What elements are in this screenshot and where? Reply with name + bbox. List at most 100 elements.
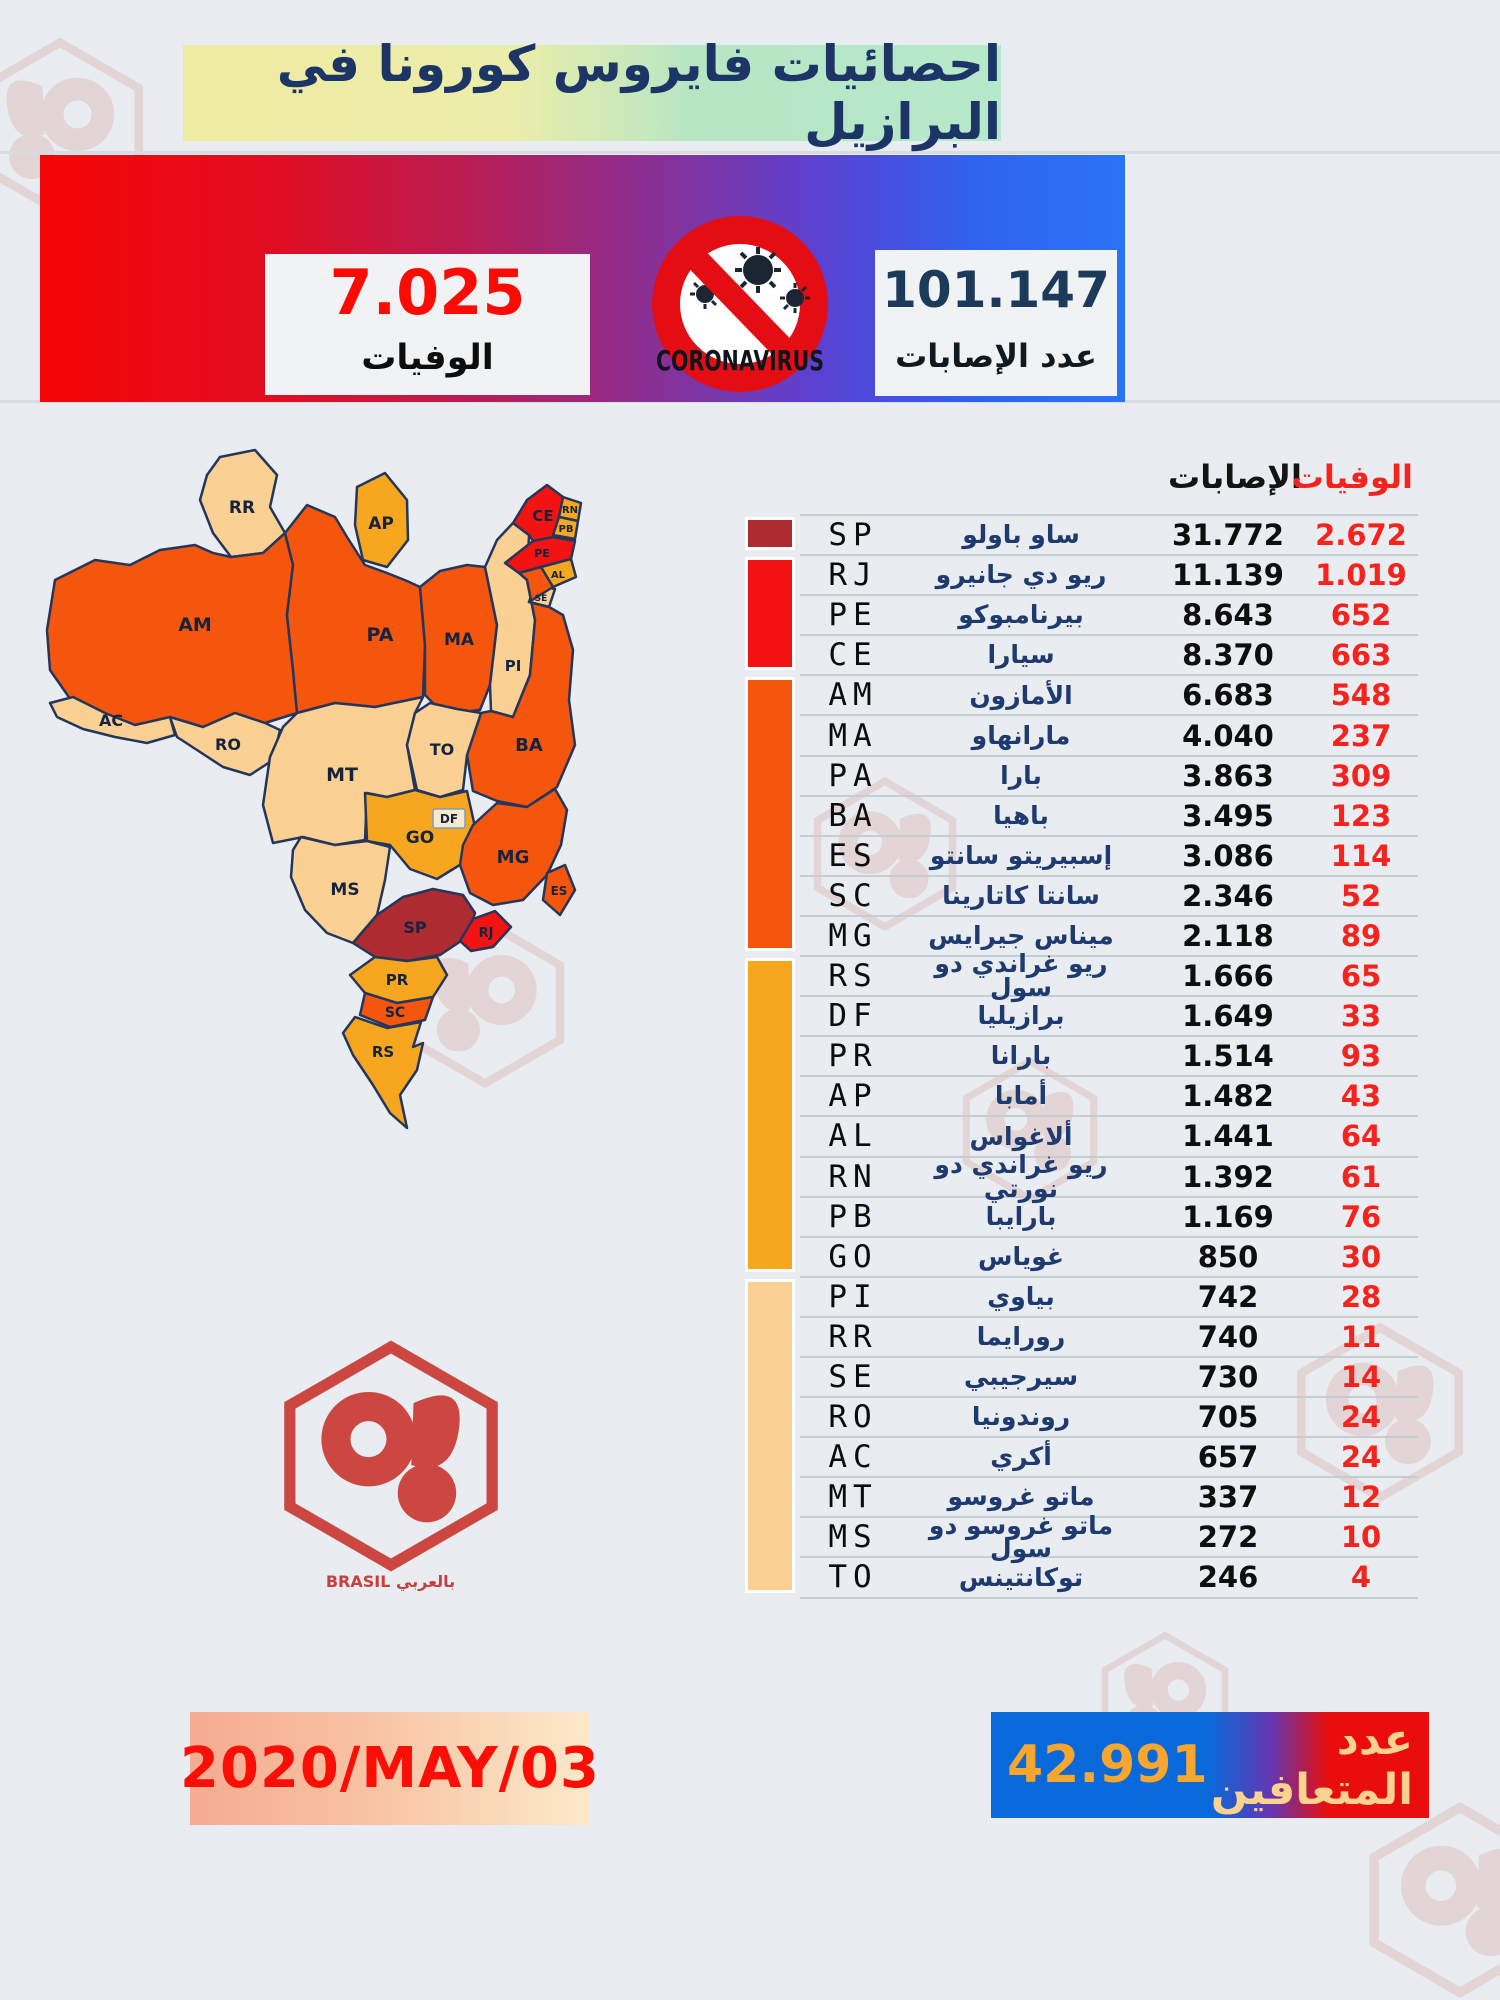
- infections-value: 657: [1197, 1440, 1259, 1475]
- state-code: SP: [828, 517, 878, 554]
- deaths-value: 76: [1340, 1199, 1382, 1234]
- map-state-MA: [418, 563, 499, 715]
- table-row: ES إسبيريتو سانتو 3.086 114: [800, 834, 1418, 875]
- table-row: AP أمابا 1.482 43: [800, 1075, 1418, 1115]
- state-name: أكري: [990, 1442, 1052, 1472]
- deaths-value: 12: [1340, 1480, 1382, 1515]
- map-label-AM: AM: [178, 614, 212, 636]
- watermark-logo: [1345, 1800, 1500, 2000]
- deaths-value: 123: [1330, 798, 1392, 833]
- deaths-value: 4: [1350, 1560, 1372, 1595]
- map-state-RS: [341, 1015, 425, 1130]
- table-row: RS ريو غراندي دو سول 1.666 65: [800, 951, 1418, 1000]
- date-text: 2020/MAY/03: [180, 1736, 600, 1801]
- state-name: مارانهاو: [971, 720, 1071, 750]
- table-row: PI بياوي 742 28: [800, 1275, 1418, 1316]
- deaths-value: 30: [1340, 1239, 1382, 1274]
- map-label-CE: CE: [532, 507, 553, 525]
- state-name: ريو غراندي دو نورتي: [934, 1149, 1108, 1203]
- deaths-value: 64: [1340, 1119, 1382, 1154]
- deaths-label: الوفيات: [361, 338, 494, 378]
- state-code: TO: [828, 1559, 878, 1596]
- infections-value: 101.147: [882, 261, 1110, 319]
- state-name: ساو باولو: [962, 520, 1080, 550]
- state-name: ماتو غروسو: [947, 1482, 1095, 1512]
- state-code: AL: [828, 1118, 878, 1155]
- deaths-value: 237: [1330, 718, 1392, 753]
- infections-value: 740: [1197, 1319, 1259, 1354]
- deaths-value: 33: [1340, 999, 1382, 1034]
- map-state-BA: [465, 565, 577, 809]
- state-name: باهيا: [993, 800, 1049, 830]
- state-code: MG: [828, 917, 878, 954]
- map-state-PB: [551, 515, 580, 541]
- table-header-deaths: الوفيات: [1291, 458, 1413, 496]
- table-row: MG ميناس جيرايس 2.118 89: [800, 914, 1418, 955]
- deaths-value: 2.672: [1315, 518, 1407, 553]
- table-row: RN ريو غراندي دو نورتي 1.392 61: [800, 1152, 1418, 1200]
- state-name: سيرجيبي: [963, 1362, 1079, 1392]
- map-label-ES: ES: [551, 884, 568, 898]
- state-name: ماتو غروسو دو سول: [928, 1510, 1114, 1564]
- state-code: ES: [828, 837, 878, 874]
- map-label-RJ: RJ: [479, 926, 494, 941]
- state-code: PI: [828, 1278, 878, 1315]
- table-header-infections: الإصابات: [1168, 458, 1302, 496]
- infections-value: 3.495: [1182, 798, 1274, 833]
- deaths-value: 14: [1340, 1360, 1382, 1395]
- state-name: ميناس جيرايس: [928, 921, 1114, 951]
- infections-value: 31.772: [1172, 518, 1284, 553]
- recovered-box: 42.991 عدد المتعافين: [991, 1712, 1429, 1818]
- map-label-MG: MG: [497, 847, 530, 868]
- map-label-PR: PR: [386, 971, 409, 989]
- map-label-RR: RR: [229, 498, 255, 518]
- page-title: احصائيات فايروس كورونا في البرازيل: [276, 35, 1001, 151]
- infections-value: 730: [1197, 1360, 1259, 1395]
- table-row: PB بارايبا 1.169 76: [800, 1195, 1418, 1236]
- deaths-value: 7.025: [329, 256, 526, 329]
- deaths-value: 61: [1340, 1159, 1382, 1194]
- table-row: DF برازيليا 1.649 33: [800, 995, 1418, 1035]
- severity-bar-peach: [745, 1278, 795, 1593]
- state-code: RS: [828, 958, 878, 995]
- table-row: TO توكانتينس 246 4: [800, 1556, 1418, 1596]
- severity-bar-orangered: [745, 677, 795, 952]
- state-code: DF: [828, 998, 878, 1035]
- coronavirus-logo: CORONAVIRUS: [645, 212, 835, 400]
- state-name: الأمازون: [969, 680, 1073, 710]
- deaths-value: 24: [1340, 1400, 1382, 1435]
- state-name: بيرنامبوكو: [958, 600, 1084, 630]
- infections-value: 850: [1197, 1239, 1259, 1274]
- infections-value: 1.514: [1182, 1039, 1274, 1074]
- state-name: رورايما: [976, 1322, 1066, 1352]
- map-label-MA: MA: [444, 630, 475, 650]
- state-code: AM: [828, 677, 878, 714]
- table-row: AC أكري 657 24: [800, 1436, 1418, 1476]
- infections-value: 1.441: [1182, 1119, 1274, 1154]
- state-code: SE: [828, 1359, 878, 1396]
- infections-value: 1.666: [1182, 959, 1274, 994]
- brand-logo: بالعربي BRASIL: [248, 1338, 533, 1591]
- deaths-value: 89: [1340, 918, 1382, 953]
- brazil-map: DF RR AP AM PA MA PI CE RN PB PE AL SE A…: [35, 445, 583, 1135]
- brand-emblem-icon: [256, 1338, 526, 1574]
- map-state-SC: [358, 991, 435, 1029]
- map-label-PA: PA: [367, 624, 394, 646]
- state-code: SC: [828, 877, 878, 914]
- state-name: سانتا كاتارينا: [942, 881, 1100, 911]
- state-name: إسبيريتو سانتو: [929, 840, 1113, 870]
- state-name: غوياس: [977, 1241, 1065, 1271]
- state-name: توكانتينس: [958, 1562, 1084, 1592]
- table-row: BA باهيا 3.495 123: [800, 794, 1418, 835]
- infections-value: 705: [1197, 1400, 1259, 1435]
- map-label-SC: SC: [385, 1005, 405, 1021]
- states-table: SP ساو باولو 31.772 2.672 RJ ريو دي جاني…: [800, 514, 1418, 1599]
- map-state-ES: [541, 863, 577, 917]
- state-code: MT: [828, 1479, 878, 1516]
- table-row: CE سيارا 8.370 663: [800, 634, 1418, 674]
- table-row: RJ ريو دي جانيرو 11.139 1.019: [800, 554, 1418, 594]
- table-row: RO روندونيا 705 24: [800, 1396, 1418, 1436]
- map-label-GO: GO: [406, 828, 434, 848]
- map-label-AP: AP: [368, 514, 394, 534]
